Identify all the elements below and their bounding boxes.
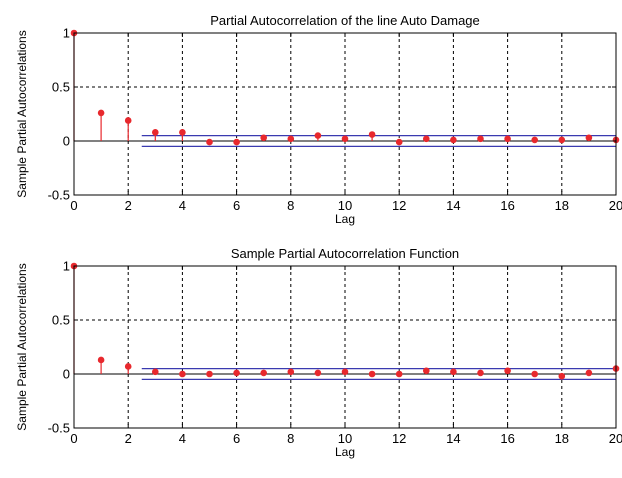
marker-lag-8 [287,135,295,143]
x-tick-label: 4 [179,431,186,446]
x-tick-label: 18 [555,431,569,446]
marker-lag-10 [341,135,349,143]
x-tick-label: 8 [287,198,294,213]
marker-lag-6 [233,138,240,146]
y-tick-label: 0.5 [52,313,70,328]
marker-lag-7 [260,369,268,377]
x-tick-label: 12 [392,198,406,213]
marker-lag-19 [585,369,593,377]
x-tick-label: 4 [179,198,186,213]
marker-lag-13 [422,367,430,375]
x-tick-label: 2 [125,198,132,213]
marker-lag-1 [97,109,105,117]
marker-lag-9 [314,369,322,377]
chart-title: Partial Autocorrelation of the line Auto… [210,13,480,28]
marker-lag-13 [422,135,430,143]
y-tick-label: -0.5 [48,421,70,436]
x-axis-label: Lag [335,212,355,226]
marker-lag-5 [206,370,213,378]
marker-lag-3 [152,129,159,136]
marker-lag-10 [341,368,349,376]
marker-lag-17 [531,136,539,144]
marker-lag-18 [558,372,566,380]
y-tick-label: 1 [63,259,70,274]
x-tick-label: 20 [609,198,622,213]
marker-lag-1 [97,356,105,364]
x-tick-label: 6 [233,431,240,446]
x-tick-label: 16 [500,198,514,213]
x-tick-label: 10 [338,431,352,446]
marker-lag-7 [260,134,268,142]
x-tick-label: 14 [446,431,460,446]
x-tick-label: 14 [446,198,460,213]
marker-lag-2 [124,363,132,370]
marker-lag-14 [450,136,457,144]
marker-lag-18 [558,136,566,144]
x-tick-label: 18 [555,198,569,213]
chart-title: Sample Partial Autocorrelation Function [231,246,459,261]
marker-lag-16 [504,135,511,143]
y-tick-label: -0.5 [48,188,70,203]
marker-lag-12 [395,370,403,378]
x-tick-label: 8 [287,431,294,446]
marker-lag-3 [152,368,159,376]
x-tick-label: 20 [609,431,622,446]
y-tick-label: 0 [63,134,70,149]
marker-lag-9 [314,132,322,139]
x-tick-label: 16 [500,431,514,446]
x-tick-label: 2 [125,431,132,446]
marker-lag-14 [450,368,457,376]
marker-lag-16 [504,367,511,375]
marker-lag-19 [585,134,593,142]
x-tick-label: 12 [392,431,406,446]
marker-lag-2 [124,117,132,124]
marker-lag-15 [477,369,484,377]
x-axis-label: Lag [335,445,355,459]
x-tick-label: 10 [338,198,352,213]
marker-lag-4 [179,370,186,378]
x-tick-label: 0 [70,431,77,446]
marker-lag-11 [368,370,376,378]
marker-lag-5 [206,138,213,146]
y-tick-label: 1 [63,26,70,41]
marker-lag-4 [179,129,186,136]
x-tick-label: 0 [70,198,77,213]
y-axis-label: Sample Partial Autocorrelations [15,30,29,197]
y-tick-label: 0.5 [52,80,70,95]
marker-lag-15 [477,135,484,143]
y-axis-label: Sample Partial Autocorrelations [15,263,29,430]
marker-lag-11 [368,131,376,138]
marker-lag-6 [233,369,240,377]
marker-lag-12 [395,138,403,146]
y-tick-label: 0 [63,367,70,382]
marker-lag-17 [531,370,539,378]
x-tick-label: 6 [233,198,240,213]
marker-lag-8 [287,368,295,376]
